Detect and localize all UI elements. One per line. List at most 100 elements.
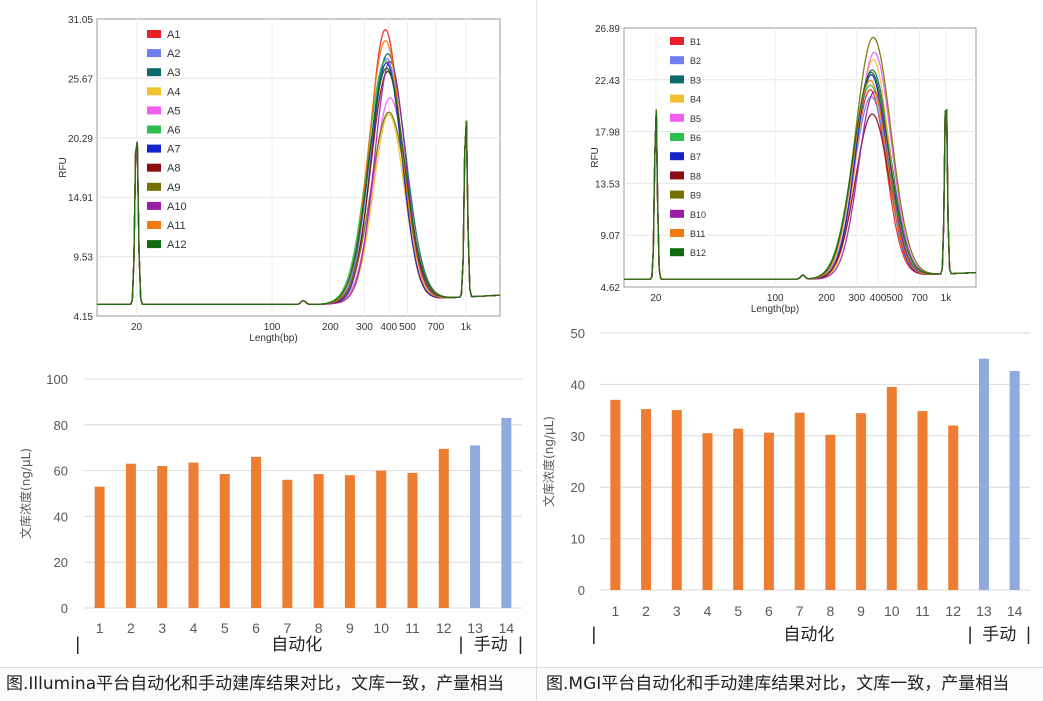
bar-13 <box>978 358 989 590</box>
legend-label-B11: B11 <box>690 229 705 239</box>
y-tick-label: 0 <box>61 601 68 616</box>
x-tick-label: 500 <box>399 322 416 333</box>
legend-swatch <box>147 144 161 153</box>
trace-A12 <box>97 67 500 306</box>
legend-label-B9: B9 <box>690 191 701 201</box>
x-category-label: 11 <box>405 620 420 636</box>
y-tick-label: 9.07 <box>601 231 621 242</box>
legend-swatch <box>147 125 161 134</box>
y-tick-label: 20.29 <box>68 134 93 145</box>
plot-frame <box>96 18 501 317</box>
bar-3 <box>157 466 168 608</box>
x-tick-label: 500 <box>886 293 903 304</box>
caption-illumina: 图.Illumina平台自动化和手动建库结果对比，文库一致，产量相当 <box>6 674 505 694</box>
x-category-label: 2 <box>127 620 135 636</box>
x-tick-label: 400 <box>870 293 887 304</box>
x-tick-label: 1k <box>941 293 953 304</box>
y-tick-label: 26.89 <box>595 24 620 35</box>
y-tick-label: 13.53 <box>595 179 620 190</box>
x-tick-label: 300 <box>356 322 373 333</box>
group-label-manual: 手动 <box>982 625 1016 645</box>
y-axis-label: 文库浓度(ng/μL) <box>18 448 33 539</box>
legend-swatch <box>670 229 684 237</box>
y-tick-label: 40 <box>571 377 585 392</box>
x-category-label: 13 <box>467 620 483 636</box>
y-tick-label: 80 <box>54 418 68 433</box>
legend-swatch <box>147 106 161 115</box>
x-category-label: 1 <box>611 603 619 619</box>
y-tick-label: 20 <box>54 555 68 570</box>
bar-2 <box>641 409 652 590</box>
x-category-label: 10 <box>373 620 389 636</box>
bar-14 <box>501 417 512 608</box>
legend-swatch <box>670 209 684 218</box>
x-category-label: 8 <box>315 620 323 636</box>
x-category-label: 6 <box>765 603 773 619</box>
x-tick-label: 700 <box>428 322 445 333</box>
bar-10 <box>376 470 387 608</box>
bar-9 <box>344 475 355 608</box>
x-category-label: 9 <box>346 620 354 636</box>
x-tick-label: 100 <box>264 322 281 333</box>
bar-12 <box>948 425 959 590</box>
x-category-label: 7 <box>796 603 804 619</box>
legend-label-B5: B5 <box>690 114 701 124</box>
legend-label-A12: A12 <box>167 239 187 251</box>
bar-11 <box>407 472 418 608</box>
legend-label-A1: A1 <box>167 29 180 41</box>
y-tick-label: 100 <box>46 372 68 387</box>
x-category-label: 2 <box>642 603 650 619</box>
legend-swatch <box>670 56 684 65</box>
legend-swatch <box>147 182 161 191</box>
x-category-label: 14 <box>1007 603 1023 619</box>
legend-label-A6: A6 <box>167 125 180 137</box>
y-axis-label: RFU <box>590 147 601 168</box>
legend-swatch <box>670 94 684 103</box>
bar-1 <box>94 486 105 608</box>
legend-label-A2: A2 <box>167 48 180 60</box>
x-tick-label: 700 <box>911 293 928 304</box>
bar-12 <box>438 448 449 608</box>
legend-label-B4: B4 <box>690 95 701 105</box>
bracket-mark: | <box>75 634 80 654</box>
bar-11 <box>917 411 928 590</box>
x-category-label: 4 <box>190 620 198 636</box>
y-tick-label: 0 <box>578 583 585 598</box>
trace-B12 <box>624 71 976 280</box>
group-label-manual: 手动 <box>474 635 508 655</box>
x-category-label: 7 <box>283 620 291 636</box>
legend-swatch <box>147 201 161 210</box>
x-tick-label: 100 <box>767 293 784 304</box>
x-axis-label: Length(bp) <box>751 304 799 315</box>
x-tick-label: 1k <box>461 322 473 333</box>
legend-swatch <box>147 49 161 58</box>
x-category-label: 11 <box>915 603 930 619</box>
bar-4 <box>702 433 713 590</box>
legend-label-A3: A3 <box>167 67 180 79</box>
group-label-auto: 自动化 <box>783 625 834 645</box>
bar-7 <box>794 412 805 590</box>
bar-2 <box>125 463 136 608</box>
x-category-label: 6 <box>252 620 260 636</box>
bar-5 <box>733 428 744 590</box>
y-tick-label: 60 <box>54 464 68 479</box>
legend-label-A5: A5 <box>167 105 180 117</box>
x-category-label: 5 <box>734 603 742 619</box>
y-tick-label: 25.67 <box>68 74 93 85</box>
x-tick-label: 200 <box>818 293 835 304</box>
bar-3 <box>671 410 682 590</box>
legend-label-B2: B2 <box>690 56 701 66</box>
y-tick-label: 9.53 <box>74 253 94 264</box>
x-category-label: 3 <box>158 620 166 636</box>
y-axis-label: 文库浓度(ng/μL) <box>541 416 556 507</box>
legend-swatch <box>147 87 161 96</box>
panel-divider <box>536 0 537 668</box>
y-tick-label: 4.62 <box>601 283 621 294</box>
x-category-label: 1 <box>96 620 104 636</box>
legend-label-A7: A7 <box>167 144 180 156</box>
x-category-label: 8 <box>826 603 834 619</box>
y-tick-label: 14.91 <box>68 193 93 204</box>
legend-label-B12: B12 <box>690 248 706 258</box>
